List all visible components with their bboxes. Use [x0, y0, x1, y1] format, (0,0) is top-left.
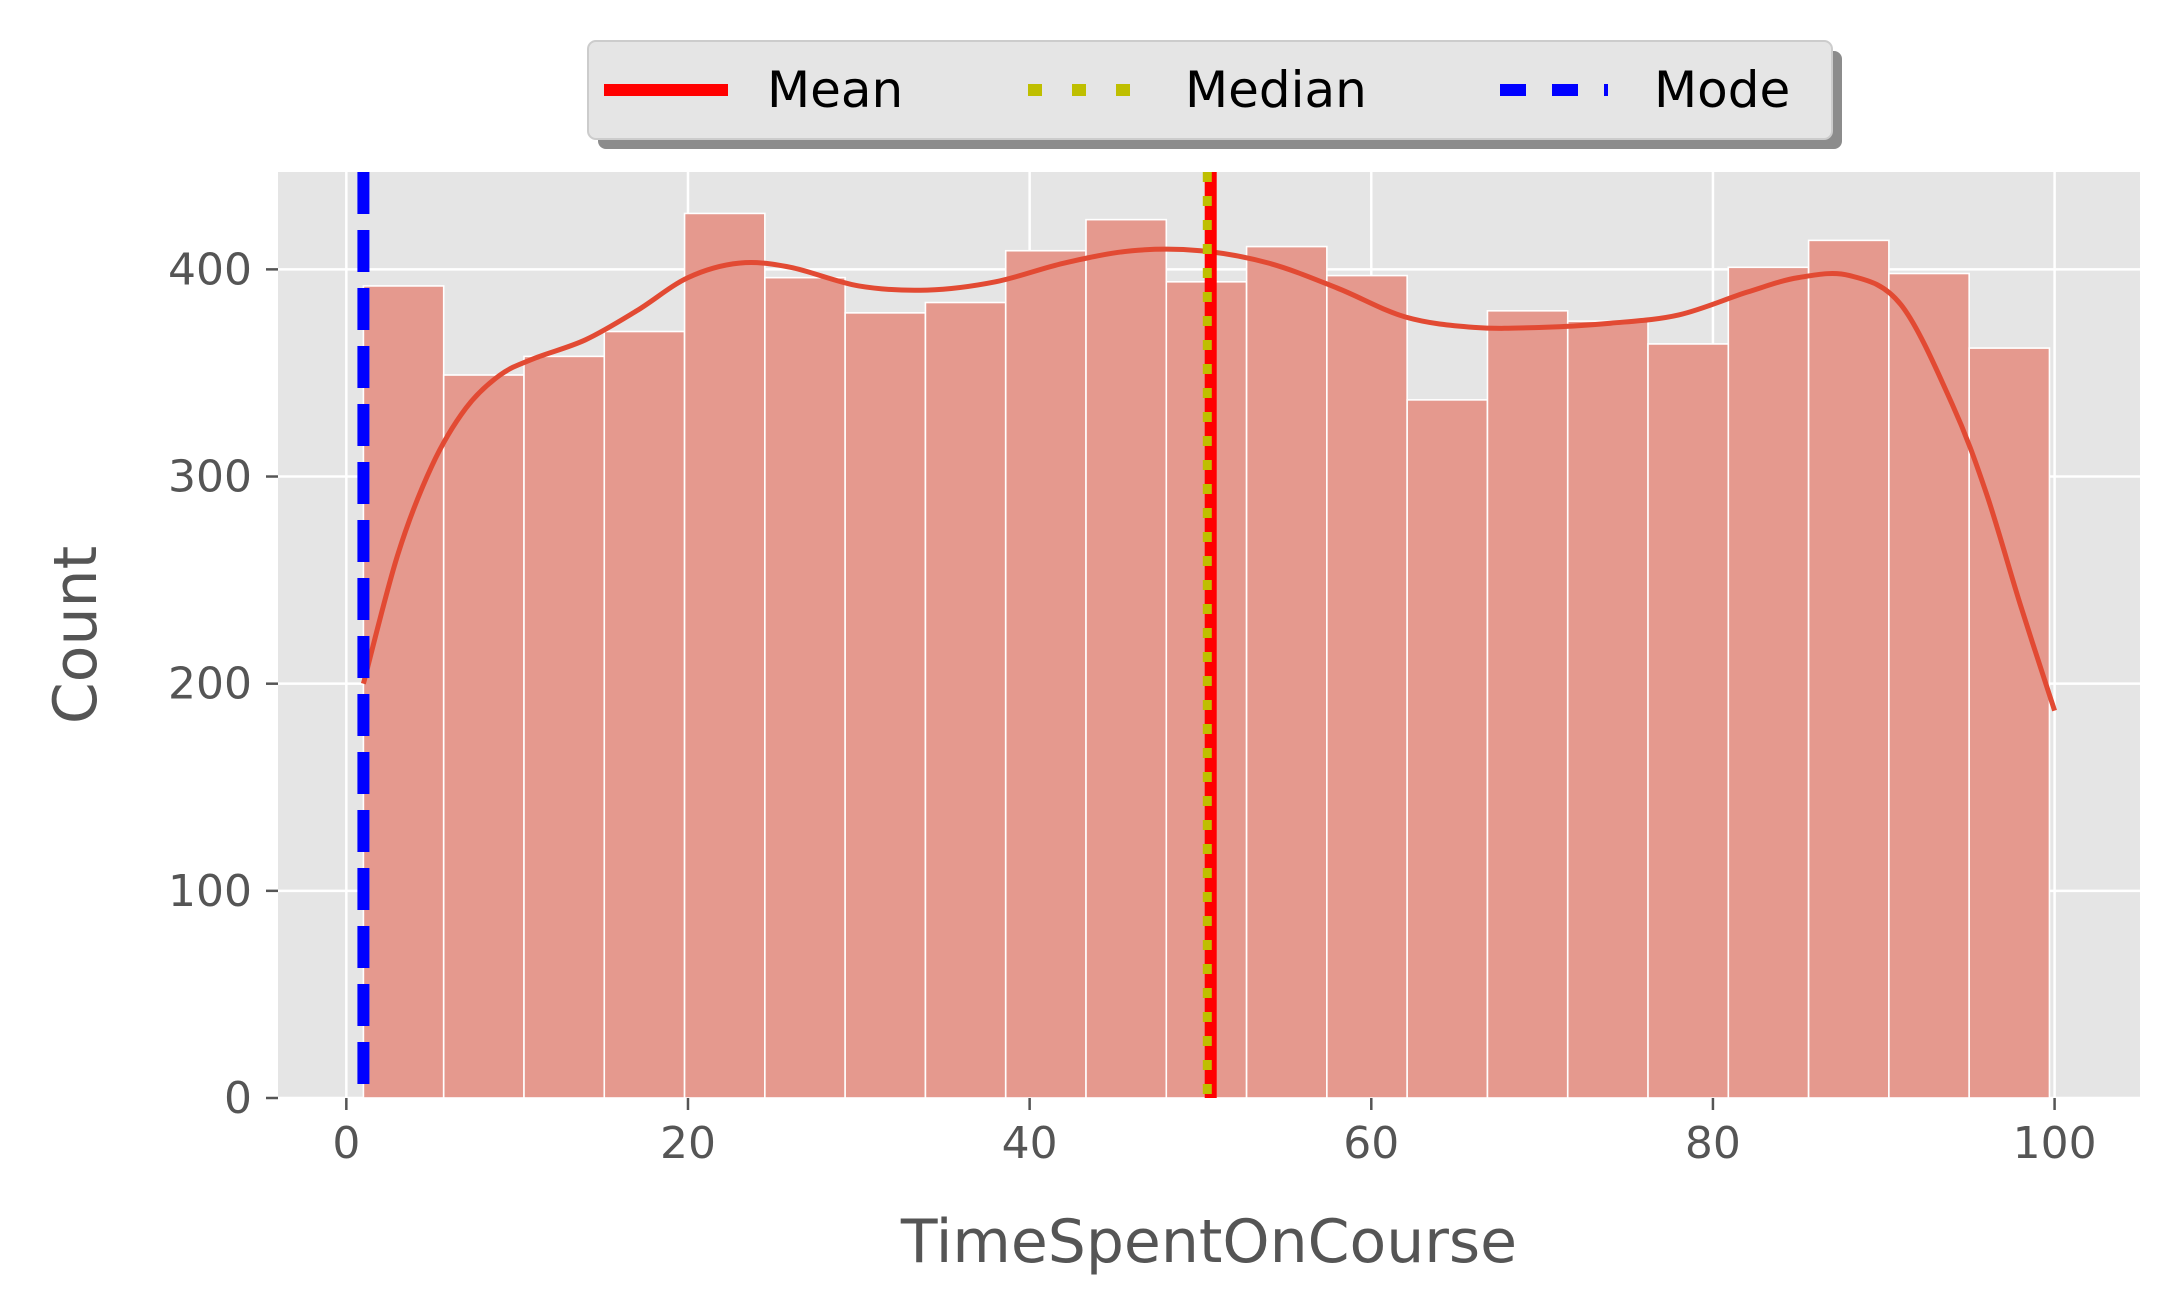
x-tick-label: 100 [2013, 1118, 2097, 1169]
histogram-bar [1085, 218, 1168, 1099]
histogram-bar [1727, 266, 1810, 1099]
y-tick-label: 200 [168, 659, 252, 710]
histogram-bar [1968, 347, 2051, 1099]
y-axis-ticks: 0 100 200 300 400 [168, 244, 278, 1124]
y-tick-label: 300 [168, 452, 252, 503]
legend-mean-label: Mean [767, 61, 903, 119]
histogram-bar [844, 312, 927, 1099]
histogram-bars [362, 212, 2051, 1099]
histogram-bar [1647, 343, 1730, 1099]
histogram-bar [764, 276, 846, 1099]
x-tick-label: 40 [1002, 1118, 1058, 1169]
histogram-bar [362, 285, 445, 1099]
histogram-bar [924, 301, 1007, 1099]
x-tick-label: 20 [660, 1118, 716, 1169]
histogram-bar [1326, 274, 1408, 1099]
x-tick-label: 80 [1685, 1118, 1741, 1169]
kde-line [360, 246, 2057, 712]
x-axis-label: TimeSpentOnCourse [900, 1207, 1517, 1277]
histogram-bar [603, 330, 686, 1099]
histogram-bar [523, 355, 606, 1099]
y-axis-label: Count [41, 546, 111, 724]
x-tick-label: 60 [1343, 1118, 1399, 1169]
histogram-bar [442, 374, 525, 1099]
legend-mode-label: Mode [1654, 61, 1790, 119]
y-tick-label: 100 [168, 866, 252, 917]
histogram-bar [1807, 239, 1890, 1099]
legend-median-label: Median [1185, 61, 1367, 119]
y-tick-label: 400 [168, 244, 252, 295]
x-axis-ticks: 0 20 40 60 80 100 [332, 1098, 2097, 1169]
histogram-bar [1888, 272, 1970, 1099]
x-tick-label: 0 [332, 1118, 360, 1169]
legend[interactable]: Mean Median Mode [587, 40, 1842, 149]
histogram-bar [1566, 320, 1649, 1099]
y-tick-label: 0 [224, 1073, 252, 1124]
histogram-bar [1004, 249, 1087, 1099]
histogram-bar [683, 212, 766, 1099]
legend-box [587, 40, 1833, 140]
histogram-bar [1406, 399, 1489, 1099]
statistic-lines [357, 172, 1217, 1098]
histogram-bar [1486, 309, 1569, 1099]
histogram-bar [1245, 245, 1328, 1099]
